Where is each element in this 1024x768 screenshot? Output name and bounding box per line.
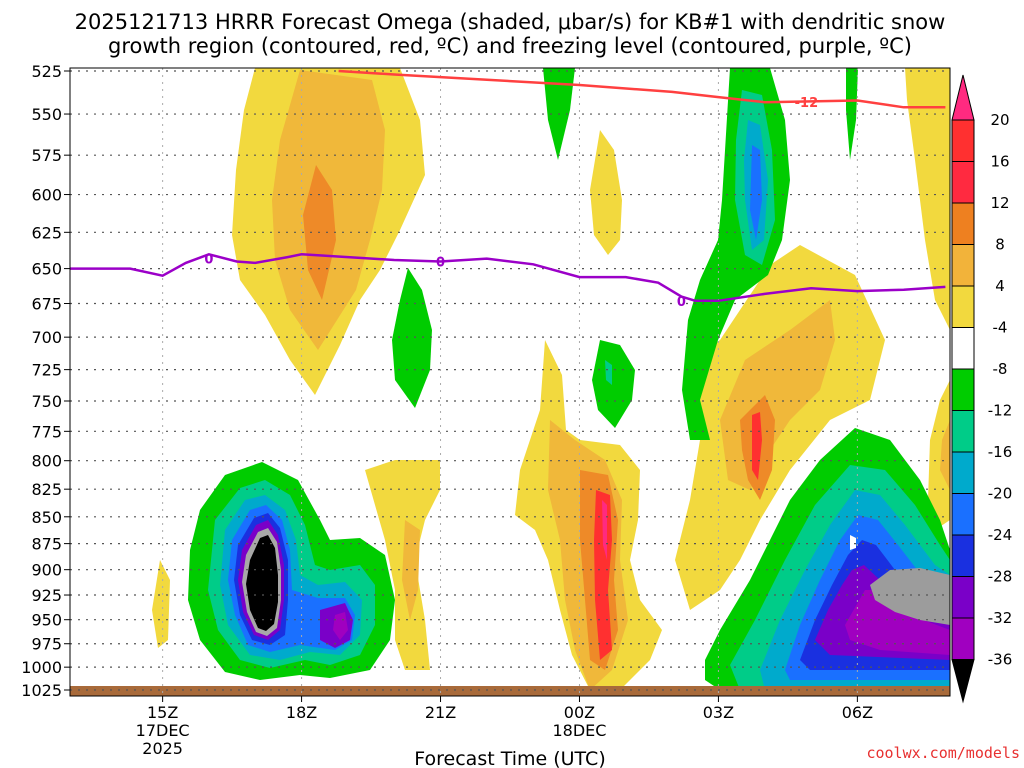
y-tick-label: 550 — [31, 105, 62, 124]
colorbar-tick-label: -32 — [988, 609, 1013, 627]
omega-region-black-left-low — [246, 535, 278, 631]
omega-region-magenta-right-low — [845, 590, 950, 655]
omega-region-magenta-left-low-b — [333, 612, 348, 640]
omega-region-yellow-right-edge — [928, 380, 950, 530]
freezing-level-labels: 0 0 0 — [204, 253, 686, 310]
colorbar-box — [951, 119, 975, 162]
chart-title-line2: growth region (contoured, red, ºC) and f… — [108, 34, 912, 58]
dendritic-growth-contour — [338, 69, 946, 109]
freezing-level-contour — [70, 252, 946, 303]
colorbar-box — [951, 327, 975, 370]
colorbar-tick-label: -24 — [988, 526, 1013, 544]
y-tick-label: 625 — [31, 223, 62, 242]
omega-region-yellow-20z — [365, 460, 440, 670]
colorbar-tick-label: 20 — [990, 111, 1009, 129]
omega-region-gray-right-low — [870, 568, 950, 625]
x-tick-label: 03Z — [703, 703, 734, 722]
colorbar-tick-label: -16 — [988, 443, 1013, 461]
y-tick-label: 750 — [31, 392, 62, 411]
colorbar-tick-label: -12 — [988, 402, 1013, 420]
colorbar-tick-label: 16 — [990, 153, 1009, 171]
dendritic-growth-labels: -12 — [795, 96, 819, 111]
omega-region-yellow-top-right — [905, 68, 950, 330]
colorbar-tick-label: 8 — [995, 236, 1005, 254]
y-tick-label: 775 — [31, 422, 62, 441]
credit-text: coolwx.com/models — [866, 744, 1020, 762]
grid-lines — [70, 68, 950, 696]
colorbar-top-arrow — [951, 74, 975, 121]
plot-area: 0 0 0 -12 — [70, 68, 950, 696]
colorbar-box — [951, 368, 975, 411]
y-tick-label: 600 — [31, 186, 62, 205]
x-tick-date-label: 18DEC — [552, 721, 606, 740]
y-tick-label: 925 — [31, 586, 62, 605]
contour-label: 0 — [204, 253, 213, 268]
colorbar-box — [951, 161, 975, 204]
y-tick-label: 1000 — [21, 658, 62, 677]
y-tick-label: 950 — [31, 611, 62, 630]
colorbar-box — [951, 493, 975, 536]
omega-region-yellow-22z-upper — [590, 130, 622, 255]
x-tick-label: 00Z — [564, 703, 595, 722]
y-tick-label: 975 — [31, 635, 62, 654]
x-tick-label: 18Z — [286, 703, 317, 722]
y-tick-label: 700 — [31, 328, 62, 347]
chart-title-line1: 2025121713 HRRR Forecast Omega (shaded, … — [75, 10, 946, 34]
colorbar-tick-label: -4 — [993, 319, 1008, 337]
colorbar-box — [951, 617, 975, 660]
x-tick-label: 21Z — [425, 703, 456, 722]
y-tick-label: 1025 — [21, 681, 62, 700]
x-tick-label: 15Z — [147, 703, 178, 722]
plot-frame — [69, 67, 951, 697]
colorbar: 20 16 12 8 4 -4 -8 -12 -16 -20 -24 -28 -32 -36 — [951, 74, 1013, 704]
x-axis-title: Forecast Time (UTC) — [414, 748, 605, 768]
colorbar-tick-label: -28 — [988, 568, 1013, 586]
ground-band — [70, 686, 950, 696]
contour-label: 0 — [677, 295, 686, 310]
omega-region-white-dot-right-low — [850, 535, 856, 550]
contour-label: -12 — [795, 96, 819, 111]
omega-region-green-right-small — [846, 68, 858, 160]
colorbar-bottom-arrow — [951, 659, 975, 704]
y-tick-label: 825 — [31, 480, 62, 499]
colorbar-tick-label: 12 — [990, 194, 1009, 212]
colorbar-box — [951, 202, 975, 245]
colorbar-box — [951, 244, 975, 287]
colorbar-tick-label: -20 — [988, 485, 1013, 503]
colorbar-tick-label: -8 — [993, 360, 1008, 378]
y-tick-label: 725 — [31, 361, 62, 380]
omega-region-blue-right-top — [750, 145, 762, 240]
colorbar-box — [951, 534, 975, 577]
y-tick-label: 900 — [31, 561, 62, 580]
colorbar-tick-label: 4 — [995, 277, 1005, 295]
y-tick-label: 650 — [31, 260, 62, 279]
omega-region-yellow-left-small — [152, 560, 170, 648]
colorbar-tick-label: -36 — [988, 651, 1013, 669]
y-tick-label: 675 — [31, 295, 62, 314]
omega-region-teal-2130z — [605, 360, 612, 385]
omega-region-red-00z — [594, 490, 612, 660]
x-tick-label: 06Z — [842, 703, 873, 722]
y-tick-label: 525 — [31, 62, 62, 81]
y-tick-label: 875 — [31, 535, 62, 554]
omega-region-green-2130z — [592, 340, 635, 428]
colorbar-box — [951, 451, 975, 494]
contour-label: 0 — [436, 255, 445, 270]
colorbar-box — [951, 576, 975, 619]
y-tick-label: 850 — [31, 508, 62, 527]
omega-region-red-right-middle — [752, 412, 762, 480]
x-tick-year-label: 2025 — [142, 739, 183, 758]
y-tick-label: 575 — [31, 146, 62, 165]
colorbar-box — [951, 410, 975, 453]
colorbar-box — [951, 285, 975, 328]
x-tick-date-label: 17DEC — [136, 721, 190, 740]
omega-region-gold-right-edge — [940, 420, 950, 490]
y-axis: 525 550 575 600 625 650 675 700 725 750 775 800 825 8… — [21, 62, 70, 700]
y-tick-label: 800 — [31, 452, 62, 471]
omega-region-magenta-00z — [602, 500, 607, 560]
